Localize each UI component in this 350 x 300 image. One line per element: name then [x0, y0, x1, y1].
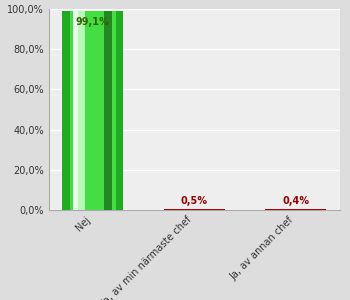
- Text: 0,4%: 0,4%: [282, 196, 309, 206]
- Text: 99,1%: 99,1%: [76, 17, 110, 27]
- Bar: [62, 11, 123, 210]
- Bar: [265, 209, 326, 210]
- Bar: [164, 209, 225, 210]
- Bar: [73, 11, 78, 210]
- Text: 0,5%: 0,5%: [181, 196, 208, 206]
- Bar: [70, 11, 116, 210]
- Bar: [73, 11, 85, 210]
- Bar: [104, 11, 112, 210]
